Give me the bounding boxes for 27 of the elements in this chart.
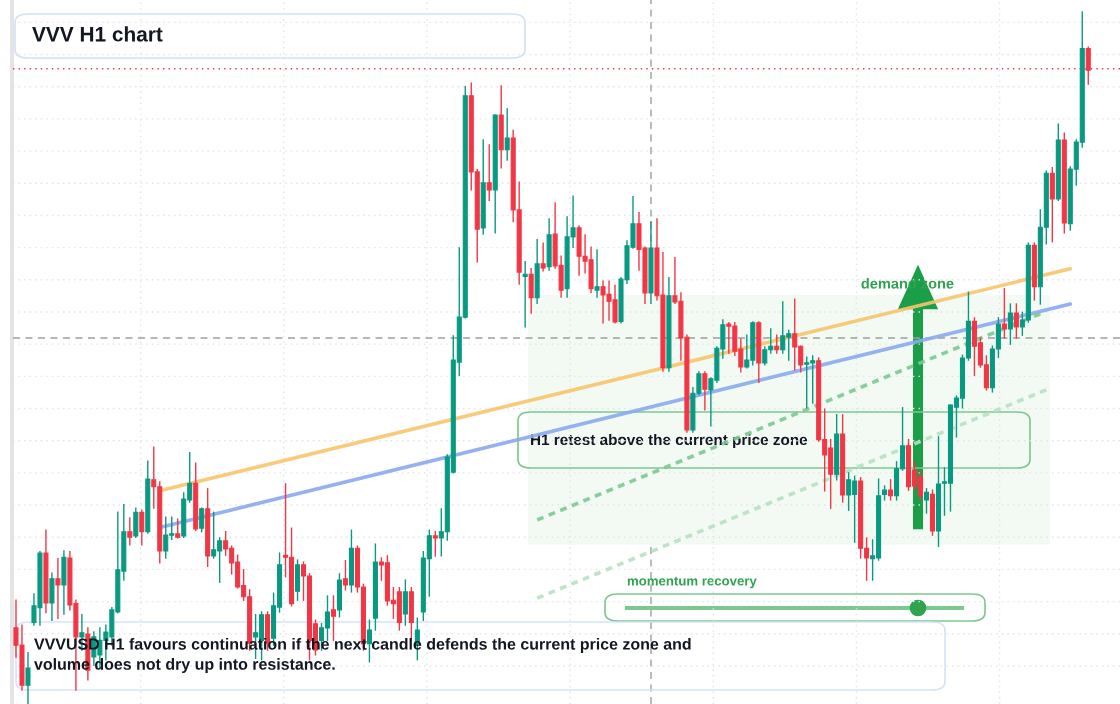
- candlestick: [366, 619, 372, 663]
- candlestick: [923, 488, 930, 514]
- candlestick: [528, 268, 534, 314]
- candlestick: [25, 652, 31, 704]
- candlestick: [402, 579, 408, 626]
- candlestick: [175, 518, 181, 539]
- candlestick: [1007, 303, 1013, 345]
- annotation: momentum recovery: [627, 576, 757, 589]
- candlestick: [1001, 288, 1007, 339]
- candlestick: [139, 509, 145, 546]
- annotation: H1 retest above the current price zone: [531, 433, 808, 449]
- candlestick: [888, 479, 894, 501]
- candlestick: [1013, 303, 1019, 339]
- text: VVV H1 chart: [32, 26, 163, 42]
- candlestick: [486, 144, 492, 201]
- candlestick: [127, 517, 133, 546]
- candlestick: [432, 530, 438, 557]
- candlestick: [55, 557, 61, 619]
- candlestick: [330, 595, 337, 642]
- candlestick: [199, 507, 205, 533]
- candlestick: [133, 507, 139, 538]
- candlestick: [702, 371, 708, 411]
- candlestick: [540, 242, 546, 272]
- candlestick: [594, 249, 600, 298]
- candlestick: [504, 108, 510, 161]
- candlestick: [342, 560, 348, 591]
- candlestick: [522, 261, 528, 328]
